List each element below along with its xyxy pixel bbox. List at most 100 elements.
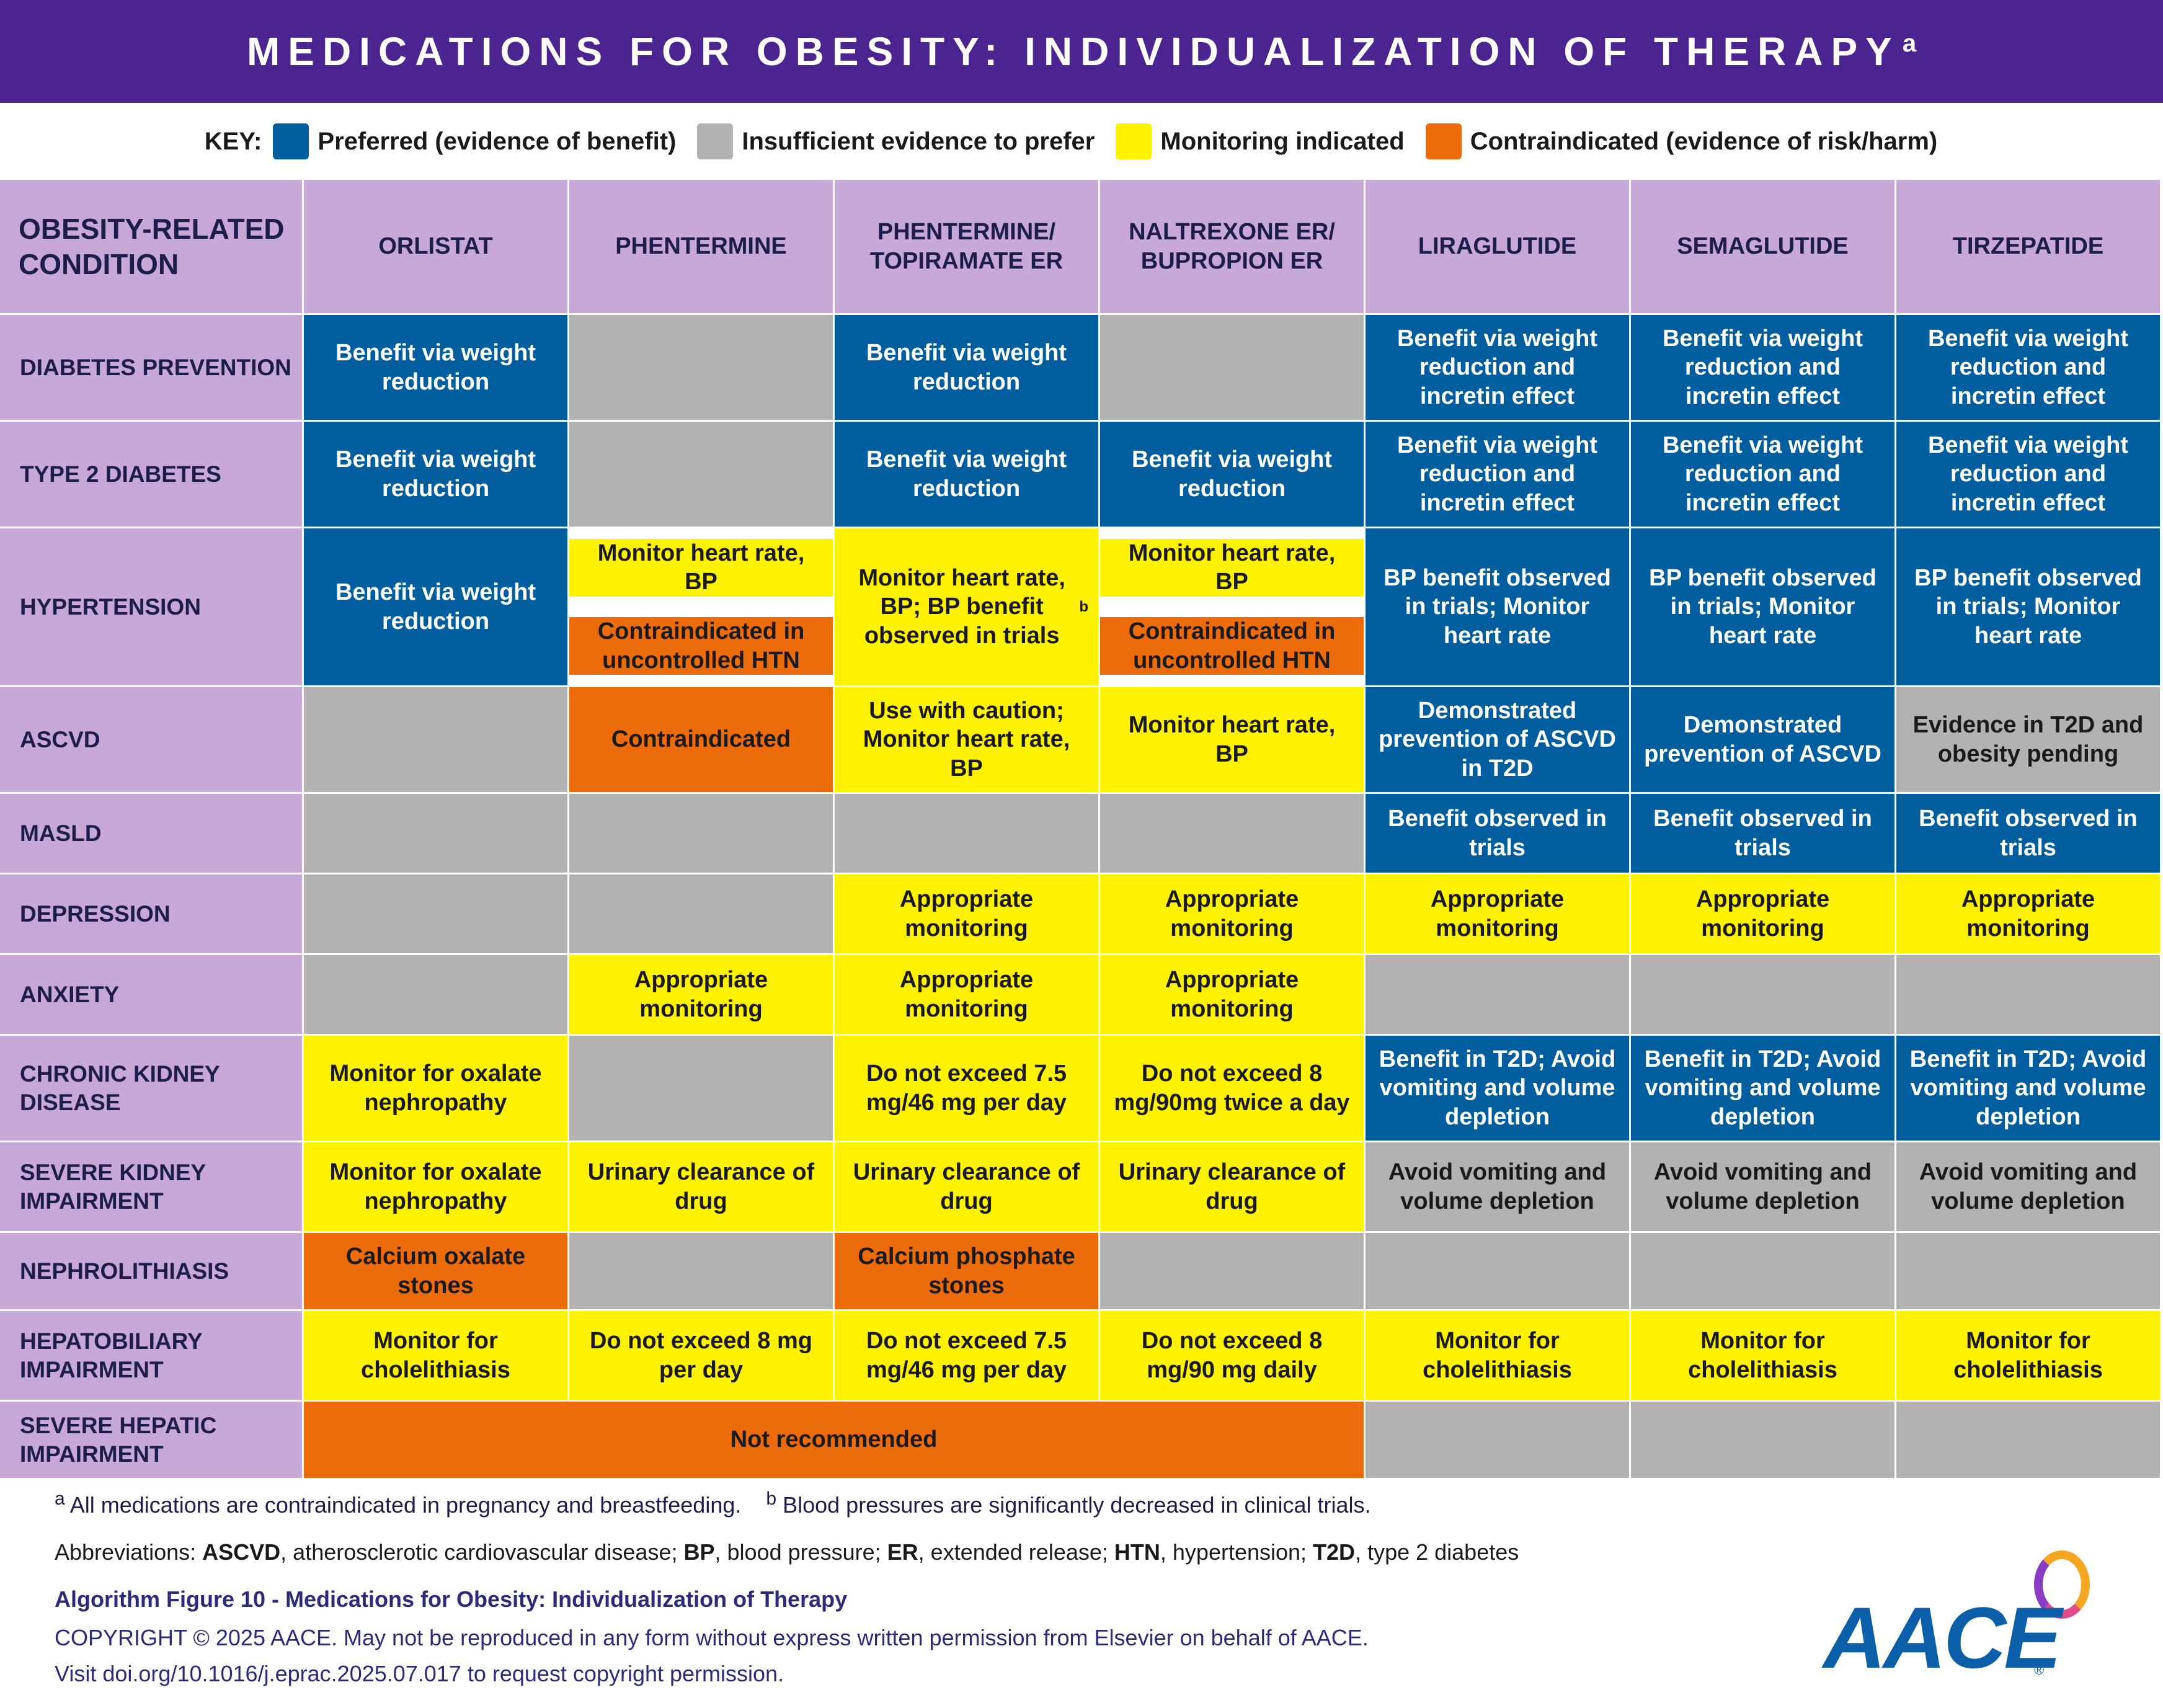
table-cell <box>304 955 569 1036</box>
table-cell: Benefit via weight reduction <box>304 315 569 422</box>
legend-item-insufficient: Insufficient evidence to prefer <box>697 123 1095 159</box>
table-cell <box>1896 1402 2162 1480</box>
cell-text: Benefit via weight reduction and increti… <box>1662 325 1863 409</box>
title-footnote-mark: a <box>1902 29 1917 57</box>
table-cell: Appropriate monitoring <box>1896 874 2162 955</box>
cell-text: Calcium phosphate stones <box>858 1243 1075 1299</box>
table-cell: Benefit via weight reduction and increti… <box>1366 422 1631 528</box>
table-cell: Appropriate monitoring <box>569 955 835 1036</box>
table-cell <box>1366 955 1631 1036</box>
therapy-table: OBESITY-RELATED CONDITION ORLISTAT PHENTER… <box>0 180 2163 1480</box>
table-cell <box>1366 1233 1631 1311</box>
cell-text: Do not exceed 8 mg/90 mg daily <box>1141 1328 1323 1383</box>
abbreviation-definition: , extended release; <box>918 1539 1114 1565</box>
cell-text: BP benefit observed in trials; Monitor h… <box>1384 564 1611 649</box>
cell-text: Benefit via weight reduction <box>866 340 1067 395</box>
table-cell: Calcium phosphate stones <box>835 1233 1100 1311</box>
page-title: MEDICATIONS FOR OBESITY: INDIVIDUALIZATI… <box>246 29 1917 74</box>
column-header-drug: PHENTERMINE/ TOPIRAMATE ER <box>835 180 1100 315</box>
cell-text: Benefit observed in trials <box>1919 806 2138 861</box>
row-label-condition: ASCVD <box>0 687 304 794</box>
table-cell: Avoid vomiting and volume depletion <box>1631 1142 1896 1233</box>
cell-text: Benefit via weight reduction <box>866 447 1067 502</box>
abbreviation-definition: , hypertension; <box>1160 1539 1313 1565</box>
table-cell: Urinary clearance of drug <box>835 1142 1100 1233</box>
abbreviations: Abbreviations: ASCVD, atherosclerotic ca… <box>55 1539 1519 1565</box>
column-header-drug: SEMAGLUTIDE <box>1631 180 1896 315</box>
table-cell: Monitor for oxalate nephropathy <box>304 1036 569 1142</box>
table-cell: Benefit in T2D; Avoid vomiting and volum… <box>1366 1036 1631 1142</box>
table-cell <box>1631 1233 1896 1311</box>
table-cell <box>569 794 835 874</box>
table-cell <box>569 422 835 528</box>
footnote-b-mark: b <box>766 1488 777 1509</box>
row-label-condition: DIABETES PREVENTION <box>0 315 304 422</box>
table-cell <box>1631 955 1896 1036</box>
table-cell: Benefit via weight reduction and increti… <box>1366 315 1631 422</box>
table-cell: BP benefit observed in trials; Monitor h… <box>1366 528 1631 687</box>
table-cell <box>569 1233 835 1311</box>
cell-text: Urinary clearance of drug <box>1118 1159 1346 1214</box>
row-label-condition: HYPERTENSION <box>0 528 304 687</box>
cell-text: Urinary clearance of drug <box>587 1159 815 1214</box>
cell-text: Appropriate monitoring <box>1961 886 2095 941</box>
table-cell: Demonstrated prevention of ASCVD <box>1631 687 1896 794</box>
table-cell: Appropriate monitoring <box>835 874 1100 955</box>
row-label-condition: SEVERE HEPATIC IMPAIRMENT <box>0 1402 304 1480</box>
table-cell: Monitor for cholelithiasis <box>1366 1311 1631 1402</box>
footnote-b-ref: b <box>1079 598 1088 615</box>
table-cell <box>1100 794 1366 874</box>
table-cell: Demonstrated prevention of ASCVD in T2D <box>1366 687 1631 794</box>
cell-text: BP benefit observed in trials; Monitor h… <box>1649 564 1877 649</box>
table-cell: Urinary clearance of drug <box>569 1142 835 1233</box>
table-cell: Benefit via weight reduction and increti… <box>1896 315 2162 422</box>
logo-mark-icon <box>2034 1550 2090 1625</box>
table-cell: Do not exceed 7.5 mg/46 mg per day <box>835 1311 1100 1402</box>
cell-text: Benefit in T2D; Avoid vomiting and volum… <box>1909 1046 2147 1130</box>
table-cell <box>1631 1402 1896 1480</box>
table-cell: Monitor heart rate, BP <box>1100 687 1366 794</box>
table-cell: Use with caution; Monitor heart rate, BP <box>835 687 1100 794</box>
legend-text: Insufficient evidence to prefer <box>742 127 1095 155</box>
table-cell: BP benefit observed in trials; Monitor h… <box>1896 528 2162 687</box>
column-header-drug: NALTREXONE ER/ BUPROPION ER <box>1100 180 1366 315</box>
title-bar: MEDICATIONS FOR OBESITY: INDIVIDUALIZATI… <box>0 0 2163 103</box>
table-cell: Benefit via weight reduction <box>304 422 569 528</box>
cell-text: Appropriate monitoring <box>1695 886 1830 941</box>
abbreviation-term: T2D <box>1313 1539 1356 1565</box>
cell-text: Use with caution; Monitor heart rate, BP <box>863 697 1070 781</box>
table-cell: Benefit observed in trials <box>1896 794 2162 874</box>
column-header-condition: OBESITY-RELATED CONDITION <box>0 180 304 315</box>
cell-text: Benefit observed in trials <box>1653 806 1872 861</box>
cell-text: Monitor for cholelithiasis <box>1953 1328 2103 1383</box>
table-cell <box>1366 1402 1631 1480</box>
legend-text: Monitoring indicated <box>1160 127 1405 155</box>
legend-swatch-yellow <box>1116 123 1152 159</box>
cell-text: Monitor for cholelithiasis <box>1423 1328 1572 1383</box>
footnote-a-mark: a <box>55 1488 65 1509</box>
legend-item-monitoring: Monitoring indicated <box>1116 123 1405 159</box>
legend-text: Preferred (evidence of benefit) <box>318 127 677 155</box>
cell-text: Benefit in T2D; Avoid vomiting and volum… <box>1644 1046 1881 1130</box>
cell-text: Benefit via weight reduction <box>335 447 536 502</box>
cell-text: Avoid vomiting and volume depletion <box>1388 1159 1607 1214</box>
abbreviation-definition: , blood pressure; <box>714 1539 887 1565</box>
table-cell: Benefit via weight reduction and increti… <box>1631 422 1896 528</box>
table-cell: Benefit via weight reduction and increti… <box>1896 422 2162 528</box>
table-cell: Do not exceed 8 mg/90 mg daily <box>1100 1311 1366 1402</box>
merged-cell: Not recommended <box>304 1402 1366 1480</box>
table-cell: Benefit via weight reduction <box>1100 422 1366 528</box>
table-cell: Benefit observed in trials <box>1631 794 1896 874</box>
abbreviation-definition: , atherosclerotic cardiovascular disease… <box>280 1539 684 1565</box>
cell-text: BP benefit observed in trials; Monitor h… <box>1914 564 2142 649</box>
table-cell: Appropriate monitoring <box>1366 874 1631 955</box>
row-label-condition: SEVERE KIDNEY IMPAIRMENT <box>0 1142 304 1233</box>
cell-text: Benefit via weight reduction and increti… <box>1927 432 2129 516</box>
row-label-condition: CHRONIC KIDNEY DISEASE <box>0 1036 304 1142</box>
abbreviation-definition: , type 2 diabetes <box>1355 1539 1519 1565</box>
table-cell: Avoid vomiting and volume depletion <box>1366 1142 1631 1233</box>
table-cell <box>1100 1233 1366 1311</box>
cell-text: Benefit via weight reduction and increti… <box>1662 432 1863 516</box>
table-cell: BP benefit observed in trials; Monitor h… <box>1631 528 1896 687</box>
cell-text: Monitor for cholelithiasis <box>1688 1328 1837 1383</box>
